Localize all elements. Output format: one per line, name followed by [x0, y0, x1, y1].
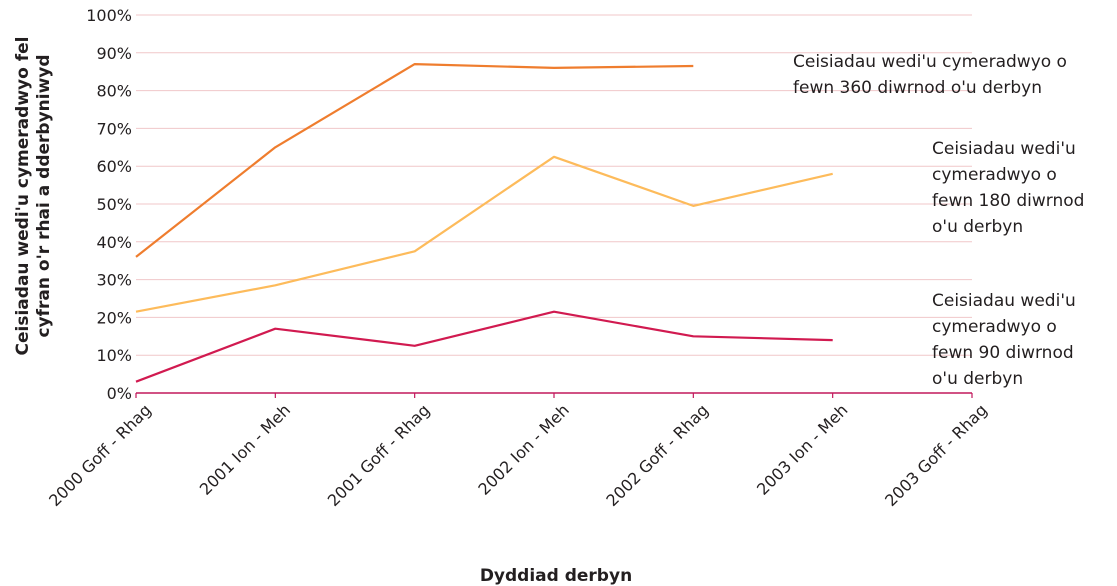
series-line-3: [135, 310, 833, 383]
y-tick-label: 50%: [96, 195, 132, 214]
y-tick-label: 60%: [96, 157, 132, 176]
y-tick-label: 30%: [96, 271, 132, 290]
x-axis-ticks: 2000 Goff - Rhag 2001 Ion - Meh 2001 Goff …: [45, 393, 991, 510]
y-tick-label: 100%: [86, 6, 132, 25]
x-tick-label: 2000 Goff - Rhag: [45, 400, 155, 510]
y-tick-label: 90%: [96, 44, 132, 63]
series-lines: [135, 62, 833, 383]
x-tick-label: 2001 Ion - Meh: [196, 400, 294, 498]
x-tick-label: 2002 Goff - Rhag: [602, 400, 712, 510]
series-line-1: [135, 62, 694, 258]
x-tick-label: 2003 Ion - Meh: [753, 400, 851, 498]
x-tick-label: 2003 Goff - Rhag: [881, 400, 991, 510]
series-label-2: Ceisiadau wedi'u cymeradwyo o fewn 180 diw…: [932, 139, 1084, 237]
series-labels: Ceisiadau wedi'u cymeradwyo o fewn 360 di…: [793, 52, 1084, 389]
y-tick-label: 10%: [96, 346, 132, 365]
y-axis-ticks: 0% 10% 20% 30% 40% 50% 60% 70% 80% 90% 100%: [86, 6, 132, 403]
gridlines: [136, 14, 972, 394]
series-line-2: [135, 155, 833, 313]
y-tick-label: 0%: [107, 384, 132, 403]
y-axis-title: Ceisiadau wedi'u cymeradwyo felcyfran o'…: [13, 37, 54, 356]
y-tick-label: 40%: [96, 233, 132, 252]
x-tick-label: 2001 Goff - Rhag: [324, 400, 434, 510]
series-label-1: Ceisiadau wedi'u cymeradwyo o fewn 360 di…: [793, 52, 1067, 98]
y-tick-label: 80%: [96, 82, 132, 101]
x-tick-label: 2002 Ion - Meh: [474, 400, 572, 498]
y-axis-title-text: Ceisiadau wedi'u cymeradwyo felcyfran o'…: [13, 37, 54, 356]
y-tick-label: 70%: [96, 119, 132, 138]
series-label-3: Ceisiadau wedi'u cymeradwyo o fewn 90 diwr…: [932, 291, 1076, 389]
x-axis-title: Dyddiad derbyn: [480, 566, 632, 586]
y-tick-label: 20%: [96, 308, 132, 327]
